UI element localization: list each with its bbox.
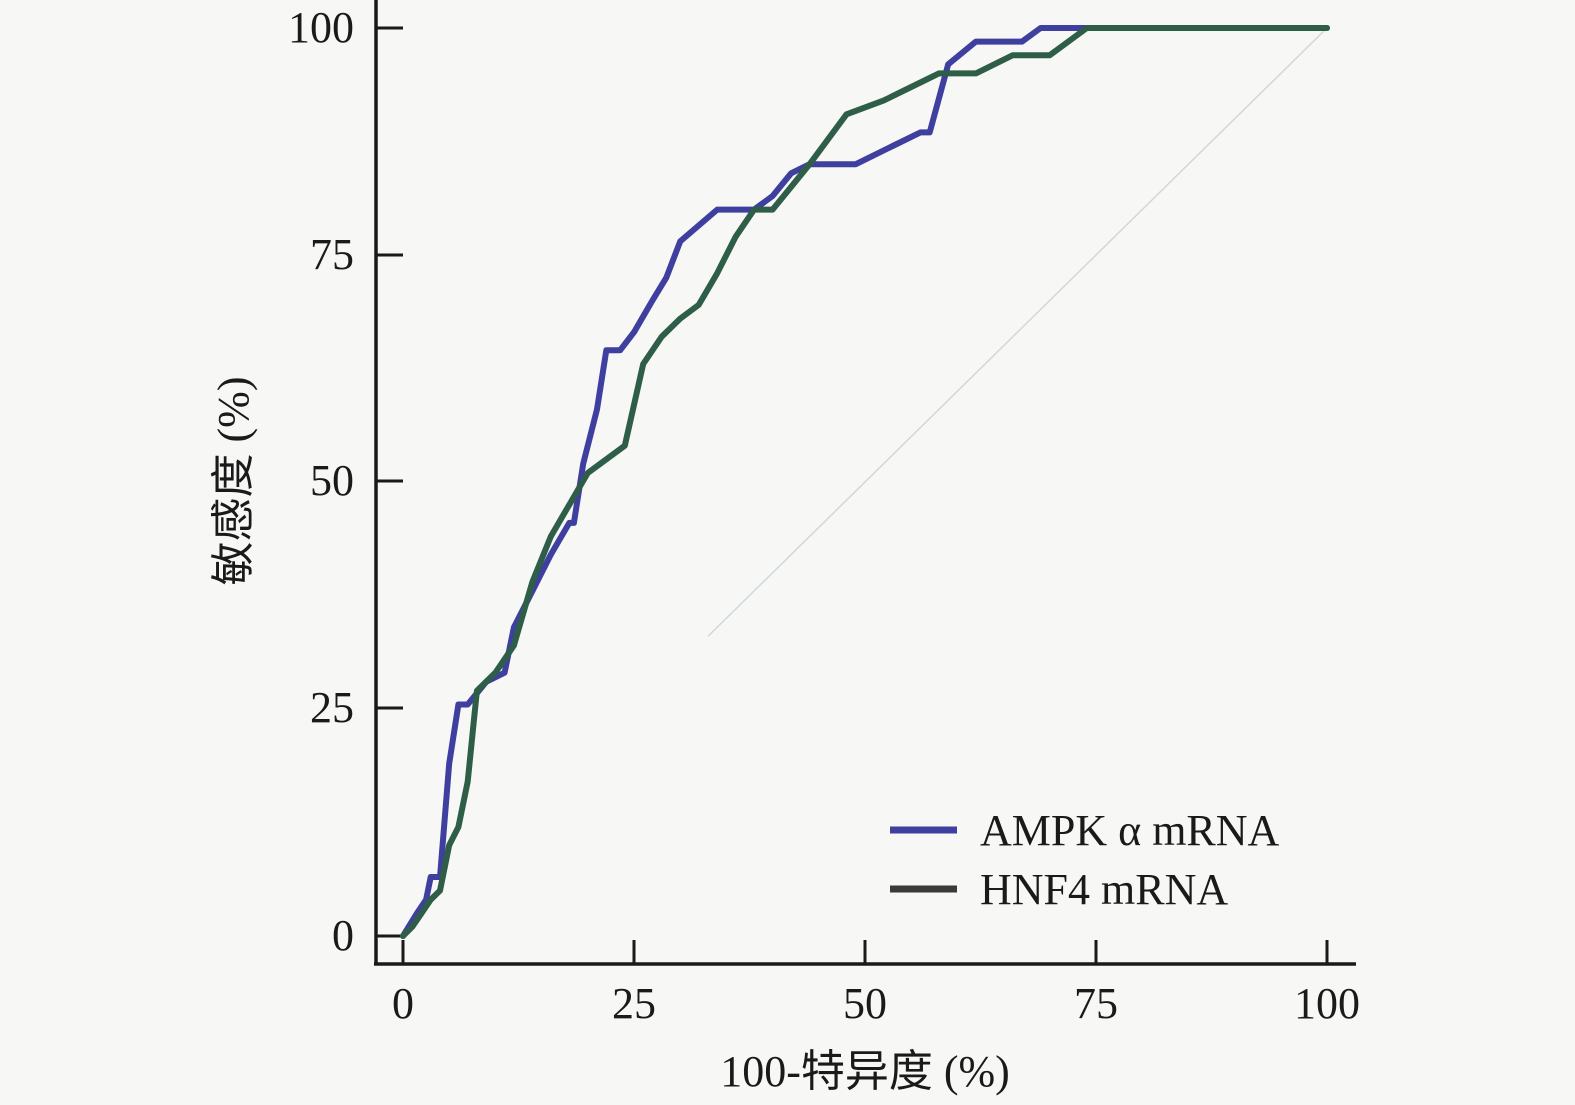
y-tick-label-100: 100 bbox=[288, 3, 354, 52]
x-axis-title: 100-特异度 (%) bbox=[720, 1047, 1010, 1096]
x-tick-label-100: 100 bbox=[1294, 979, 1360, 1028]
x-tick-label-50: 50 bbox=[843, 979, 887, 1028]
x-tick-label-0: 0 bbox=[392, 979, 414, 1028]
x-tick-label-75: 75 bbox=[1074, 979, 1118, 1028]
y-axis: 0 25 50 75 100 bbox=[288, 0, 403, 965]
y-axis-title: 敏感度 (%) bbox=[209, 377, 258, 586]
legend: AMPK α mRNA HNF4 mRNA bbox=[890, 806, 1280, 914]
series-layer bbox=[400, 25, 1330, 939]
y-tick-label-25: 25 bbox=[310, 683, 354, 732]
legend-label-ampk: AMPK α mRNA bbox=[980, 806, 1280, 855]
x-tick-label-25: 25 bbox=[612, 979, 656, 1028]
series-line-ampk bbox=[400, 25, 1330, 939]
legend-label-hnf4: HNF4 mRNA bbox=[980, 865, 1228, 914]
series-line-hnf4 bbox=[400, 25, 1330, 939]
y-tick-label-75: 75 bbox=[310, 230, 354, 279]
y-tick-label-0: 0 bbox=[332, 911, 354, 960]
reference-diagonal bbox=[707, 27, 1328, 637]
y-tick-label-50: 50 bbox=[310, 456, 354, 505]
x-axis: 0 25 50 75 100 bbox=[374, 940, 1360, 1028]
